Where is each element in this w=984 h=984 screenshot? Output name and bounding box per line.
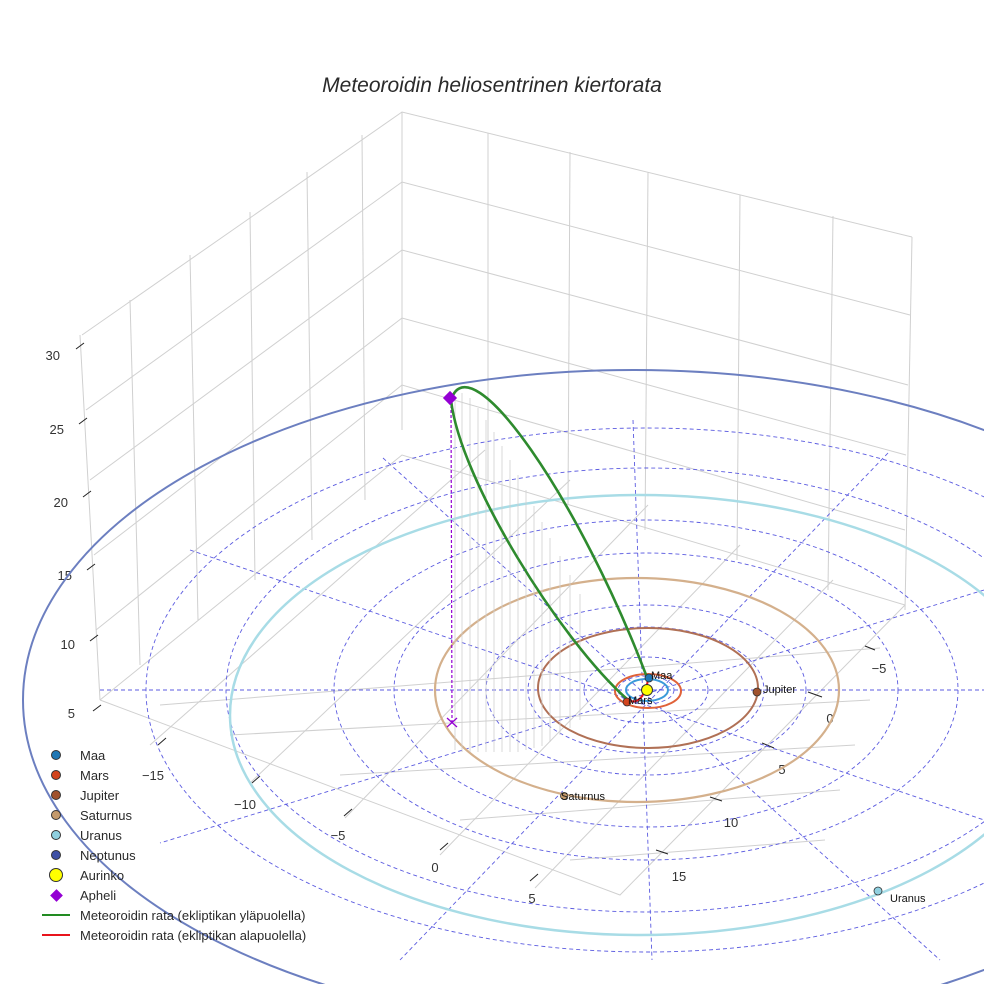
- planet-orbits: [22, 369, 984, 984]
- label-saturnus: Saturnus: [561, 791, 606, 803]
- svg-text:5: 5: [778, 762, 785, 777]
- uranus-dot-icon: [51, 830, 61, 840]
- svg-text:0: 0: [431, 860, 438, 875]
- aphelion-marker-diamond-icon: [442, 390, 458, 406]
- y-axis-ticks: −5 0 5 10 15: [672, 661, 887, 884]
- tick-marks: [75, 342, 876, 882]
- legend-item-neptunus[interactable]: Neptunus: [38, 845, 306, 865]
- box-grid: [79, 111, 913, 896]
- meteoroid-orbit-above: [449, 385, 650, 701]
- saturnus-dot-icon: [51, 810, 61, 820]
- aurinko-dot-icon: [49, 868, 63, 882]
- legend: Maa Mars Jupiter Saturnus Uranus Neptunu…: [38, 745, 306, 945]
- svg-text:15: 15: [672, 869, 686, 884]
- x-axis-ticks: −15 −10 −5 0 5: [142, 768, 536, 906]
- green-line-icon: [42, 914, 70, 916]
- chart-title: Meteoroidin heliosentrinen kiertorata: [322, 74, 662, 97]
- svg-text:5: 5: [68, 706, 75, 721]
- z-axis-ticks: 30 25 20 15 10 5: [46, 348, 75, 721]
- maa-dot-icon: [51, 750, 61, 760]
- uranus-marker: [873, 886, 883, 896]
- aphelion-projection-marker-x-icon: [446, 717, 458, 728]
- legend-label: Mars: [80, 767, 109, 783]
- mars-dot-icon: [51, 770, 61, 780]
- drop-lines: [454, 393, 581, 752]
- aurinko-marker: [641, 684, 653, 696]
- legend-label: Meteoroidin rata (ekliptikan yläpuolella…: [80, 907, 306, 923]
- legend-label: Saturnus: [80, 807, 133, 823]
- svg-text:25: 25: [50, 422, 64, 437]
- uranus-orbit: [228, 493, 984, 937]
- apheli-diamond-icon: [49, 888, 63, 902]
- legend-label: Meteoroidin rata (ekliptikan alapuolella…: [80, 927, 307, 943]
- label-mars: Mars: [628, 695, 653, 707]
- saturnus-orbit: [433, 576, 841, 804]
- svg-text:−5: −5: [331, 828, 346, 843]
- legend-item-maa[interactable]: Maa: [38, 745, 306, 765]
- mars-marker: [622, 697, 632, 707]
- legend-label: Neptunus: [80, 847, 136, 863]
- label-jupiter: Jupiter: [763, 684, 796, 696]
- svg-text:−10: −10: [234, 797, 256, 812]
- legend-label: Uranus: [80, 827, 122, 843]
- legend-item-orbit-below[interactable]: Meteoroidin rata (ekliptikan alapuolella…: [38, 925, 306, 945]
- legend-item-saturnus[interactable]: Saturnus: [38, 805, 306, 825]
- aphelion-projection-line: [450, 399, 453, 723]
- neptunus-orbit: [22, 369, 984, 984]
- red-line-icon: [42, 934, 70, 936]
- legend-item-aurinko[interactable]: Aurinko: [38, 865, 306, 885]
- label-maa: Maa: [651, 670, 673, 682]
- jupiter-dot-icon: [51, 790, 61, 800]
- svg-text:15: 15: [58, 568, 72, 583]
- svg-text:20: 20: [54, 495, 68, 510]
- legend-item-mars[interactable]: Mars: [38, 765, 306, 785]
- legend-label: Maa: [80, 747, 106, 763]
- svg-text:5: 5: [528, 891, 535, 906]
- svg-text:30: 30: [46, 348, 60, 363]
- legend-item-apheli[interactable]: Apheli: [38, 885, 306, 905]
- svg-text:−15: −15: [142, 768, 164, 783]
- legend-label: Jupiter: [80, 787, 120, 803]
- saturnus-marker: [560, 792, 568, 800]
- svg-text:0: 0: [826, 711, 833, 726]
- legend-item-orbit-above[interactable]: Meteoroidin rata (ekliptikan yläpuolella…: [38, 905, 306, 925]
- maa-marker: [644, 673, 654, 683]
- svg-text:10: 10: [61, 637, 75, 652]
- label-uranus: Uranus: [890, 893, 926, 905]
- jupiter-marker: [752, 687, 762, 697]
- svg-text:−5: −5: [872, 661, 887, 676]
- legend-item-uranus[interactable]: Uranus: [38, 825, 306, 845]
- legend-label: Aurinko: [80, 867, 125, 883]
- svg-text:10: 10: [724, 815, 738, 830]
- legend-item-jupiter[interactable]: Jupiter: [38, 785, 306, 805]
- legend-label: Apheli: [80, 887, 117, 903]
- neptunus-dot-icon: [51, 850, 61, 860]
